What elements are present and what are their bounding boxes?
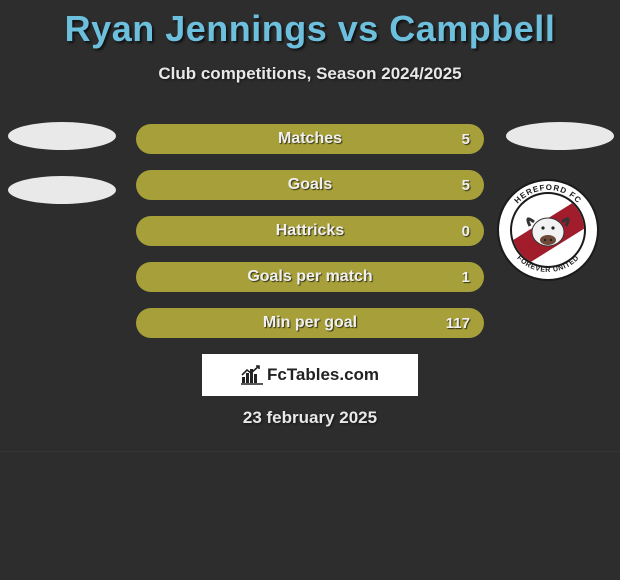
- placeholder-oval: [8, 176, 116, 204]
- stat-label: Min per goal: [136, 314, 484, 332]
- left-player-placeholder: [8, 122, 116, 230]
- stat-label: Matches: [136, 130, 484, 148]
- club-crest: HEREFORD FC FOREVER UNITED: [496, 178, 600, 282]
- stat-value: 0: [462, 223, 470, 240]
- stat-row-min-per-goal: Min per goal 117: [136, 308, 484, 338]
- stat-row-matches: Matches 5: [136, 124, 484, 154]
- stat-row-goals-per-match: Goals per match 1: [136, 262, 484, 292]
- stat-label: Goals per match: [136, 268, 484, 286]
- stat-label: Hattricks: [136, 222, 484, 240]
- divider: [0, 451, 620, 452]
- page-subtitle: Club competitions, Season 2024/2025: [0, 64, 620, 84]
- brand-badge: FcTables.com: [202, 354, 418, 396]
- right-player-placeholder: [506, 122, 614, 176]
- stat-row-goals: Goals 5: [136, 170, 484, 200]
- stat-value: 5: [462, 131, 470, 148]
- stat-value: 1: [462, 269, 470, 286]
- placeholder-oval: [506, 122, 614, 150]
- bar-chart-icon: [241, 365, 263, 385]
- stat-value: 5: [462, 177, 470, 194]
- update-date: 23 february 2025: [0, 408, 620, 428]
- stat-row-hattricks: Hattricks 0: [136, 216, 484, 246]
- brand-text: FcTables.com: [267, 365, 379, 385]
- page-title: Ryan Jennings vs Campbell: [0, 0, 620, 50]
- stats-bars: Matches 5 Goals 5 Hattricks 0 Goals per …: [136, 124, 484, 354]
- placeholder-oval: [8, 122, 116, 150]
- stat-label: Goals: [136, 176, 484, 194]
- stat-value: 117: [446, 315, 470, 332]
